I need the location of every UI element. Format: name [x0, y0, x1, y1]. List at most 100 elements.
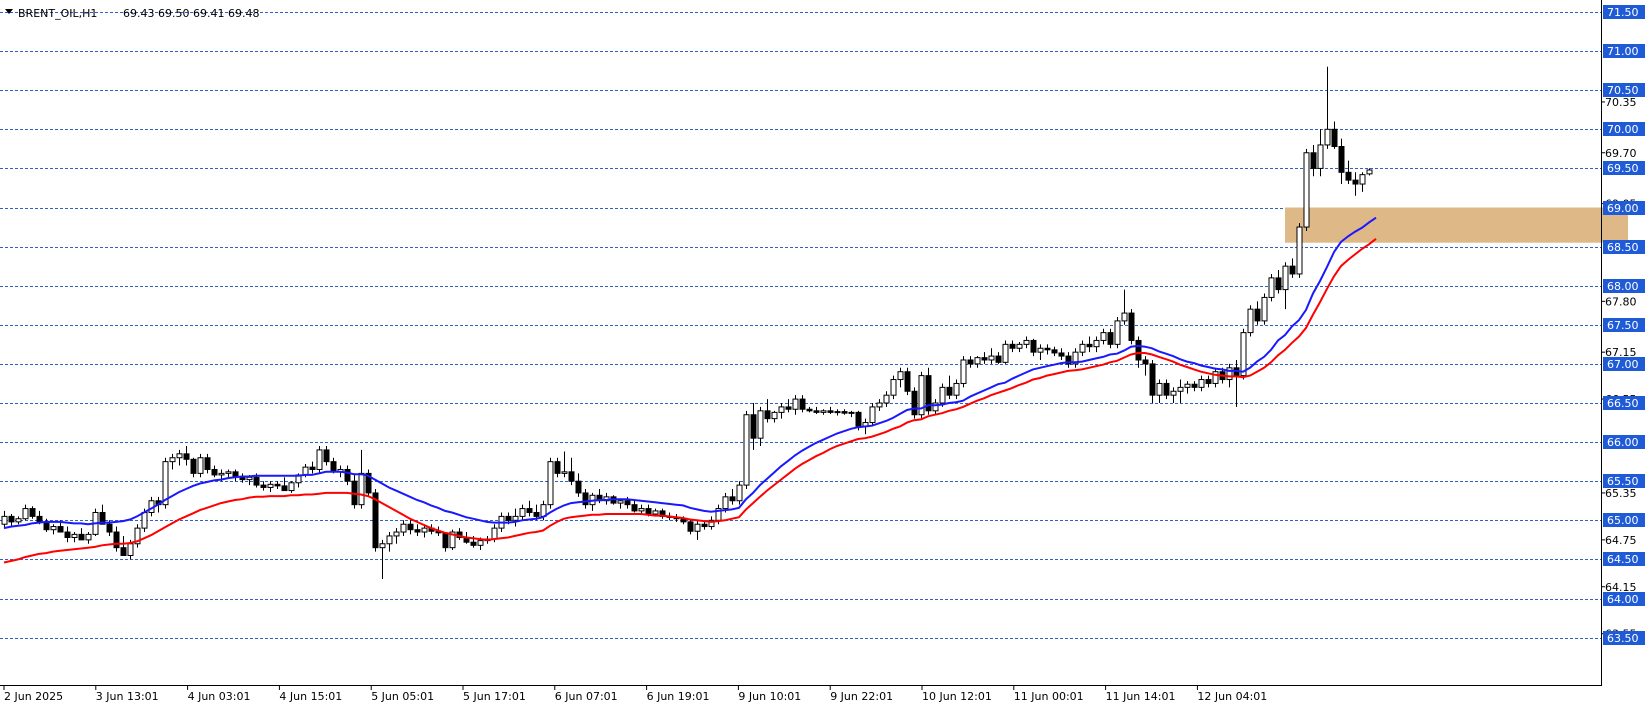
- candle-body-down: [183, 453, 190, 460]
- candle-body-up: [932, 402, 939, 412]
- candle-body-down: [764, 410, 771, 420]
- candle-body-up: [393, 531, 400, 537]
- candle-body-down: [1065, 355, 1072, 365]
- candle: [883, 391, 890, 407]
- time-tick-label: 11 Jun 14:01: [1106, 690, 1176, 703]
- candle-body-down: [1289, 265, 1296, 275]
- candle: [225, 469, 232, 478]
- candle: [1058, 348, 1065, 360]
- candle-body-down: [414, 529, 421, 533]
- candle: [1205, 375, 1212, 388]
- price-level-label: 70.00: [1607, 123, 1639, 136]
- candle-body-up: [358, 472, 365, 506]
- candles-layer: [1, 66, 1373, 579]
- candle-body-down: [505, 515, 512, 521]
- candle-body-down: [526, 508, 533, 513]
- candle: [757, 406, 764, 447]
- candle: [708, 516, 715, 530]
- candle-body-up: [876, 402, 883, 408]
- candle-body-down: [554, 461, 561, 474]
- candle: [638, 504, 645, 515]
- candle-body-down: [274, 483, 281, 487]
- candle-body-down: [687, 521, 694, 532]
- candle-body-up: [197, 457, 204, 474]
- time-axis: 2 Jun 2025 3 Jun 13:01 4 Jun 03:01 4 Jun 15…: [3, 685, 1267, 703]
- candle: [407, 520, 414, 535]
- candle: [960, 356, 967, 388]
- candle: [890, 375, 897, 400]
- candle: [568, 457, 575, 486]
- candle-body-up: [1016, 343, 1023, 349]
- candle-body-down: [372, 492, 379, 549]
- candle-body-up: [50, 526, 57, 531]
- support-zone: [1285, 207, 1628, 243]
- candle-body-up: [617, 500, 624, 504]
- candle-body-up: [1268, 277, 1275, 298]
- candle: [134, 524, 141, 548]
- candle: [1079, 340, 1086, 357]
- candle: [204, 453, 211, 474]
- candle-body-up: [708, 519, 715, 528]
- candle: [71, 532, 78, 543]
- candle-body-up: [519, 508, 526, 517]
- candle: [323, 446, 330, 466]
- candle: [869, 403, 876, 427]
- candle: [1163, 379, 1170, 400]
- candle: [1023, 336, 1030, 349]
- price-level-label: 65.50: [1607, 475, 1639, 488]
- candle: [848, 410, 855, 418]
- price-level-badge: [1603, 279, 1645, 293]
- time-tick-label: 6 Jun 07:01: [555, 690, 618, 703]
- time-tick-label: 4 Jun 03:01: [188, 690, 251, 703]
- candle-body-up: [1, 515, 8, 525]
- candle: [1366, 168, 1373, 176]
- candle: [386, 532, 393, 552]
- candle: [988, 348, 995, 364]
- time-tick-label: 9 Jun 10:01: [738, 690, 801, 703]
- candle-body-down: [568, 471, 575, 482]
- candle: [365, 469, 372, 497]
- price-level-badge: [1603, 83, 1645, 97]
- candle-body-up: [288, 482, 295, 492]
- chart-header: BRENT_OIL,H1 69.43 69.50 69.41 69.48: [5, 7, 259, 20]
- candle-body-down: [260, 484, 267, 488]
- candle: [799, 395, 806, 413]
- candle-body-up: [1100, 332, 1107, 341]
- candle-body-up: [1247, 308, 1254, 334]
- collapse-triangle-icon[interactable]: [5, 9, 13, 14]
- candle-body-up: [386, 535, 393, 545]
- candle: [1065, 352, 1072, 368]
- candle: [78, 528, 85, 541]
- time-tick-label: 6 Jun 19:01: [647, 690, 710, 703]
- candle-body-up: [225, 471, 232, 474]
- time-tick-label: 4 Jun 15:01: [279, 690, 342, 703]
- price-level-label: 66.00: [1607, 436, 1639, 449]
- candle: [1037, 344, 1044, 360]
- price-level-label: 67.50: [1607, 319, 1639, 332]
- candle: [1114, 316, 1121, 349]
- price-level-label: 66.50: [1607, 397, 1639, 410]
- time-tick-label: 3 Jun 13:01: [96, 690, 159, 703]
- candle-body-up: [869, 406, 876, 424]
- candle: [1051, 346, 1058, 357]
- moving-averages-layer: [3, 216, 1377, 564]
- candle-body-up: [316, 449, 323, 470]
- candle: [120, 535, 127, 556]
- candle: [50, 524, 57, 535]
- candle: [1247, 305, 1254, 337]
- time-tick-label: 9 Jun 22:01: [830, 690, 893, 703]
- candle-body-up: [512, 515, 519, 521]
- price-level-label: 64.50: [1607, 553, 1639, 566]
- candle: [1317, 129, 1324, 177]
- candle: [288, 481, 295, 493]
- candle-body-down: [1163, 382, 1170, 396]
- candle-body-down: [43, 521, 50, 531]
- candle: [1149, 359, 1156, 403]
- candle-body-up: [449, 531, 456, 549]
- candle-body-down: [841, 411, 848, 414]
- candle-body-down: [1135, 339, 1142, 361]
- candle: [1282, 262, 1289, 310]
- price-level-label: 70.50: [1607, 84, 1639, 97]
- candle-body-up: [267, 483, 274, 488]
